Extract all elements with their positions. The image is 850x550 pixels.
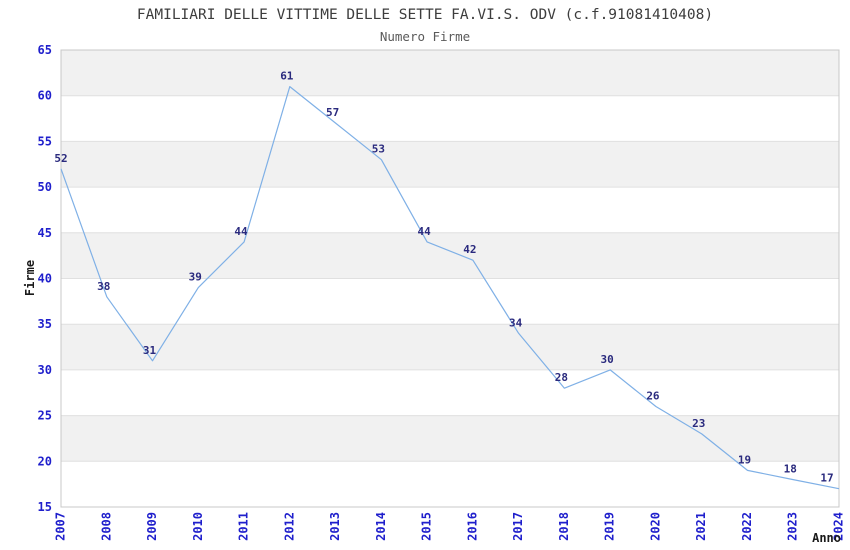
x-tick-label: 2013 (328, 512, 342, 541)
data-label: 44 (417, 225, 431, 238)
plot-band (61, 415, 839, 462)
x-tick-label: 2021 (694, 512, 708, 541)
data-label: 19 (738, 453, 751, 466)
y-tick-label: 50 (38, 180, 52, 194)
x-tick-label: 2017 (511, 512, 525, 541)
x-tick-label: 2016 (465, 512, 479, 541)
x-tick-label: 2012 (282, 512, 296, 541)
x-tick-label: 2008 (99, 512, 113, 541)
y-tick-label: 55 (38, 134, 52, 148)
y-tick-label: 25 (38, 409, 52, 423)
x-tick-label: 2009 (145, 512, 159, 541)
x-axis-label: Anno (812, 531, 841, 545)
chart-title: FAMILIARI DELLE VITTIME DELLE SETTE FA.V… (136, 7, 714, 23)
data-label: 17 (820, 472, 833, 485)
data-label: 42 (463, 243, 476, 256)
plot-band (61, 324, 839, 370)
x-tick-label: 2022 (740, 512, 754, 541)
x-tick-label: 2011 (237, 512, 251, 541)
x-tick-label: 2015 (420, 512, 434, 541)
data-label: 31 (143, 344, 157, 357)
y-tick-label: 45 (38, 226, 52, 240)
data-label: 57 (326, 106, 339, 119)
x-tick-label: 2007 (54, 512, 68, 541)
y-axis-label: Firme (23, 259, 37, 297)
data-label: 34 (509, 316, 523, 329)
plot-band (61, 50, 839, 96)
data-label: 30 (601, 353, 614, 366)
data-label: 53 (372, 143, 385, 156)
plot-band (61, 232, 839, 279)
x-tick-label: 2018 (557, 512, 571, 541)
y-tick-label: 35 (38, 317, 52, 331)
chart-subtitle: Numero Firme (379, 29, 471, 44)
y-tick-label: 40 (38, 272, 52, 286)
y-tick-label: 30 (38, 363, 52, 377)
x-tick-label: 2024 (832, 512, 846, 541)
data-label: 38 (97, 280, 110, 293)
data-label: 23 (692, 417, 705, 430)
data-label: 26 (646, 389, 660, 402)
data-label: 39 (189, 271, 202, 284)
x-tick-label: 2020 (648, 512, 662, 541)
x-tick-label: 2010 (191, 512, 205, 541)
y-tick-label: 15 (38, 500, 52, 514)
y-tick-label: 65 (38, 43, 52, 57)
y-tick-label: 20 (38, 454, 52, 468)
x-tick-label: 2023 (786, 512, 800, 541)
x-tick-label: 2014 (374, 512, 388, 541)
data-label: 61 (280, 70, 294, 83)
x-tick-label: 2019 (603, 512, 617, 541)
data-label: 52 (54, 152, 67, 165)
data-label: 18 (784, 463, 797, 476)
data-label: 44 (234, 225, 248, 238)
plot-band (61, 141, 839, 188)
data-label: 28 (555, 371, 568, 384)
y-tick-label: 60 (38, 89, 52, 103)
data-line (60, 85, 840, 490)
plot-border (60, 49, 840, 508)
